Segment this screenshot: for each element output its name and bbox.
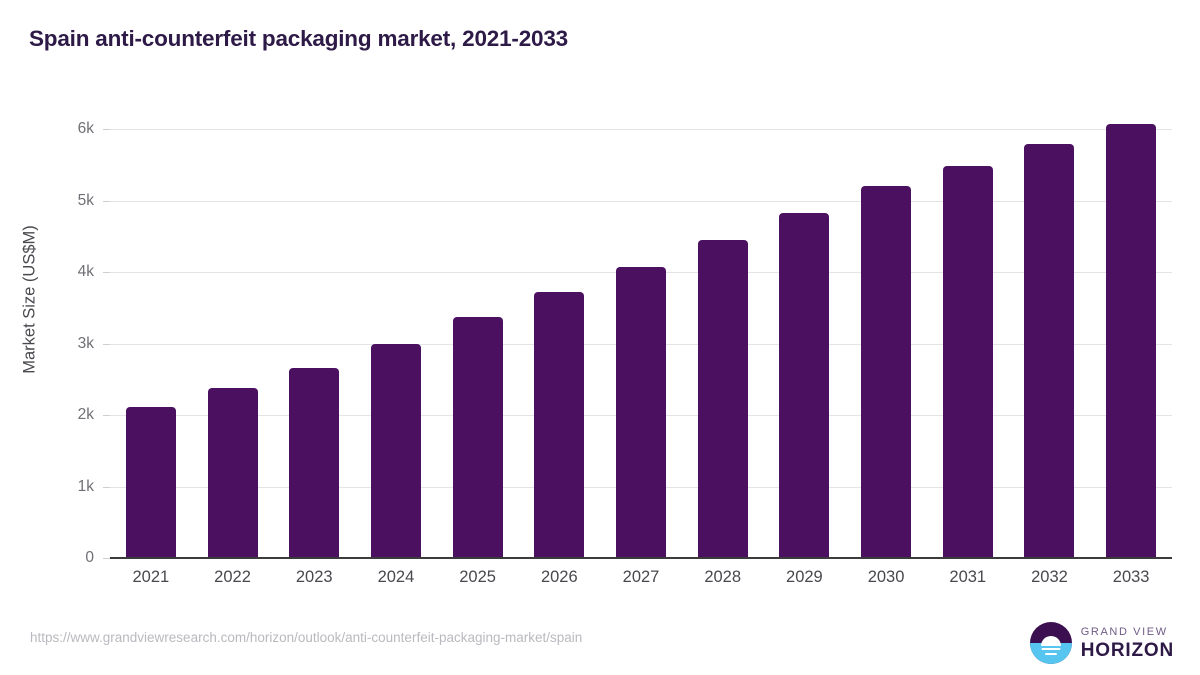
y-tick-mark <box>103 558 110 559</box>
x-tick-label-2023: 2023 <box>295 568 333 586</box>
bar-2031[interactable] <box>942 166 993 558</box>
bar-band <box>437 115 519 558</box>
x-tick-label-2032: 2032 <box>1031 568 1068 586</box>
bar-2028[interactable] <box>697 240 748 558</box>
x-tick-label-2028: 2028 <box>704 568 742 586</box>
bar-2023[interactable] <box>289 367 340 558</box>
bar-2032[interactable] <box>1024 144 1075 558</box>
bar-band <box>682 115 764 558</box>
logo-line-horizon: HORIZON <box>1080 639 1174 661</box>
gridline <box>110 200 1172 202</box>
bar-band <box>927 115 1009 558</box>
x-tick-label-2024: 2024 <box>377 568 415 586</box>
bar-band <box>110 115 192 558</box>
x-tick-label-2030: 2030 <box>867 568 905 586</box>
bar-2033[interactable] <box>1106 124 1157 558</box>
x-tick-label-2021: 2021 <box>132 568 170 586</box>
bar-band <box>192 115 274 558</box>
x-axis-labels: 2021 2022 2023 2024 2025 2026 2027 2028 2029 2030… <box>110 568 1172 598</box>
x-tick-label-2029: 2029 <box>786 568 823 586</box>
bar-2024[interactable] <box>370 343 421 558</box>
bar-2029[interactable] <box>779 212 830 558</box>
logo-ray-one <box>1041 648 1061 651</box>
bar-2025[interactable] <box>452 316 503 558</box>
x-tick-label-2026: 2026 <box>540 568 578 586</box>
bar-2021[interactable] <box>125 406 176 558</box>
y-tick-mark <box>103 486 110 488</box>
bar-band <box>845 115 927 558</box>
page-title: Spain anti-counterfeit packaging market,… <box>29 26 568 51</box>
y-tick-label: 2k <box>77 406 94 424</box>
bar-band <box>518 115 600 558</box>
y-tick-label: 0 <box>85 549 94 566</box>
x-axis-line <box>110 557 1172 559</box>
y-tick-mark <box>103 272 110 274</box>
bar-band <box>1090 115 1172 558</box>
y-tick-mark <box>103 415 110 417</box>
brand-logo[interactable]: GRAND VIEW HORIZON <box>1029 622 1174 664</box>
bar-2022[interactable] <box>207 387 258 558</box>
sun-horizon-icon <box>1029 622 1072 664</box>
x-tick-label-2022: 2022 <box>214 568 251 586</box>
source-url[interactable]: https://www.grandviewresearch.com/horizo… <box>30 630 583 645</box>
y-axis-title: Market Size (US$M) <box>20 225 39 374</box>
logo-line-grand-view: GRAND VIEW <box>1080 625 1168 638</box>
gridline <box>110 129 1172 131</box>
logo-ray-two <box>1044 652 1057 656</box>
bar-2027[interactable] <box>615 267 666 558</box>
x-tick-label-2025: 2025 <box>459 568 496 586</box>
y-tick-mark <box>103 343 110 345</box>
x-tick-label-2033: 2033 <box>1112 568 1150 586</box>
y-tick-label: 1k <box>77 477 94 495</box>
bar-2026[interactable] <box>534 292 585 558</box>
x-tick-label-2027: 2027 <box>622 568 660 586</box>
bar-band <box>273 115 355 558</box>
y-tick-label: 3k <box>77 334 94 352</box>
logo-text: GRAND VIEW HORIZON <box>1080 625 1174 661</box>
bar-2030[interactable] <box>861 185 912 558</box>
y-tick-label: 5k <box>77 191 94 209</box>
y-tick-mark <box>103 200 110 202</box>
bar-band <box>1009 115 1091 558</box>
logo-sun <box>1040 636 1061 647</box>
bar-series <box>110 115 1172 558</box>
bar-band <box>355 115 437 558</box>
y-tick-mark <box>103 129 110 131</box>
x-tick-label-2031: 2031 <box>949 568 987 586</box>
bar-band <box>764 115 846 558</box>
bar-band <box>600 115 682 558</box>
y-tick-label: 4k <box>77 263 94 281</box>
y-tick-label: 6k <box>77 120 94 138</box>
